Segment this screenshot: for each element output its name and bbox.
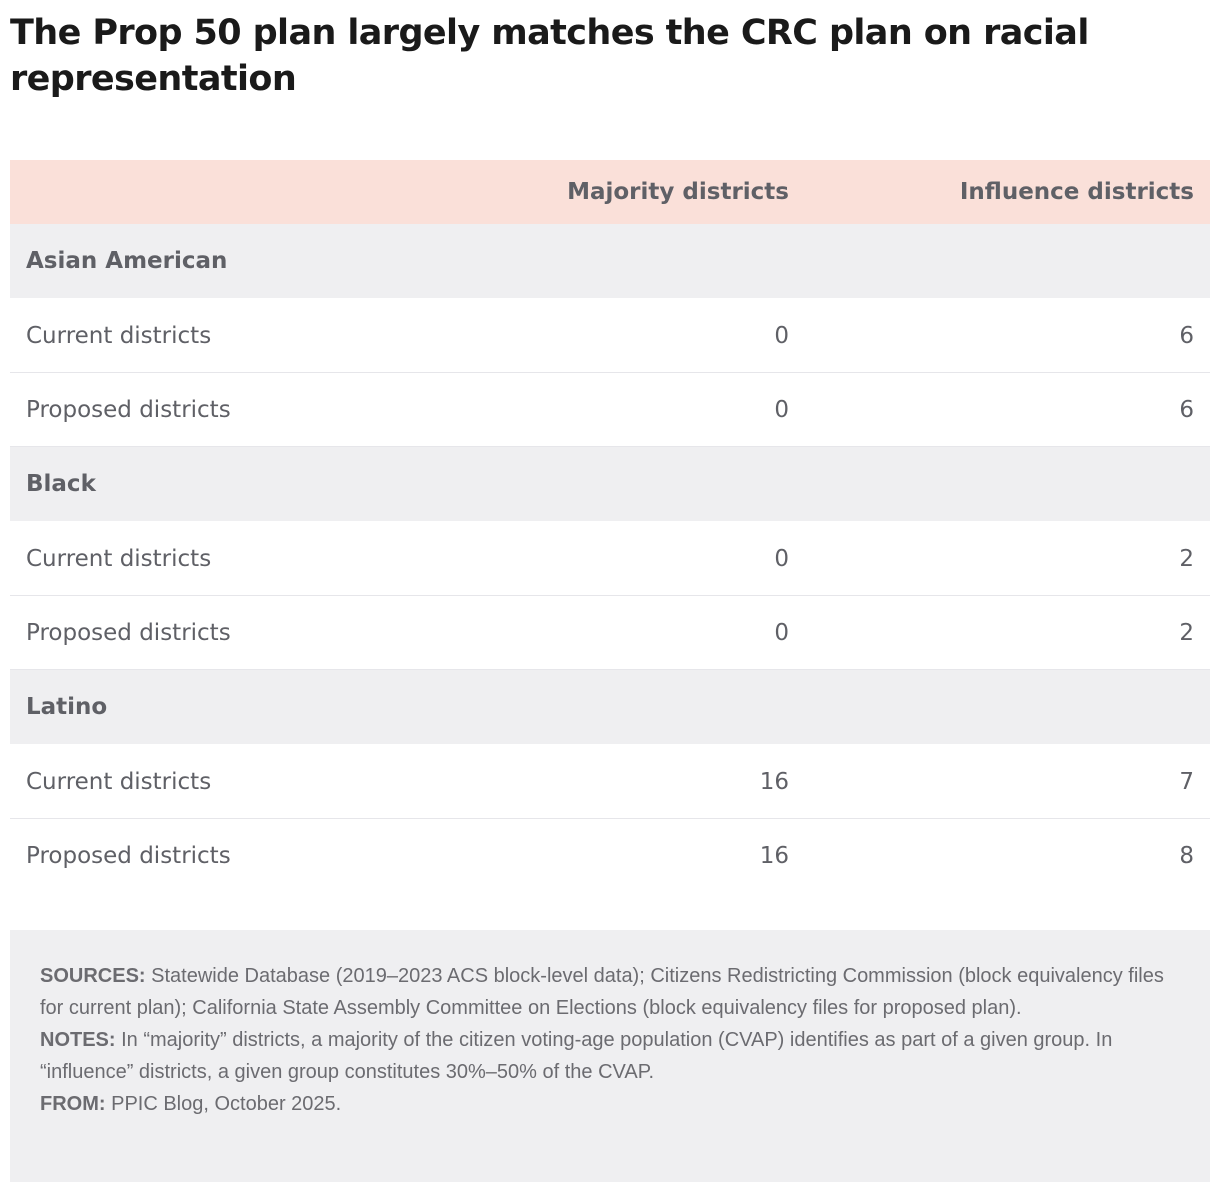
influence-value: 6 [1179,396,1194,423]
header-majority-districts: Majority districts [567,179,789,205]
row-label: Current districts [26,322,212,349]
table-row: Current districts 0 2 [10,522,1210,596]
majority-value: 0 [774,396,789,423]
row-label: Proposed districts [26,842,231,869]
influence-value: 7 [1179,768,1194,795]
table-row: Proposed districts 0 6 [10,373,1210,447]
group-row-latino: Latino [10,670,1210,745]
majority-value: 16 [759,768,789,795]
influence-value: 2 [1179,619,1194,646]
from-text: PPIC Blog, October 2025. [105,1093,342,1115]
majority-value: 0 [774,322,789,349]
chart-title: The Prop 50 plan largely matches the CRC… [10,13,1089,99]
notes-box: SOURCES: Statewide Database (2019–2023 A… [10,930,1210,1182]
row-label: Proposed districts [26,619,231,646]
majority-value: 16 [759,842,789,869]
row-label: Current districts [26,768,212,795]
from-label: FROM: [40,1093,106,1115]
row-label: Current districts [26,545,212,572]
table-row: Proposed districts 16 8 [10,819,1210,892]
row-label: Proposed districts [26,396,231,423]
table-row: Proposed districts 0 2 [10,596,1210,670]
influence-value: 8 [1179,842,1194,869]
data-table: Majority districts Influence districts A… [10,160,1210,892]
group-row-asian-american: Asian American [10,224,1210,299]
table-header-row: Majority districts Influence districts [10,160,1210,224]
sources-label: SOURCES: [40,965,146,987]
majority-value: 0 [774,619,789,646]
from-note: FROM: PPIC Blog, October 2025. [40,1088,1180,1120]
sources-text: Statewide Database (2019–2023 ACS block-… [40,965,1164,1019]
notes-note: NOTES: In “majority” districts, a majori… [40,1024,1180,1088]
table-row: Current districts 16 7 [10,745,1210,819]
influence-value: 6 [1179,322,1194,349]
notes-label: NOTES: [40,1029,116,1051]
majority-value: 0 [774,545,789,572]
table-row: Current districts 0 6 [10,299,1210,373]
sources-note: SOURCES: Statewide Database (2019–2023 A… [40,960,1180,1024]
group-row-black: Black [10,447,1210,522]
influence-value: 2 [1179,545,1194,572]
header-influence-districts: Influence districts [959,179,1194,205]
notes-text: In “majority” districts, a majority of t… [40,1029,1113,1083]
